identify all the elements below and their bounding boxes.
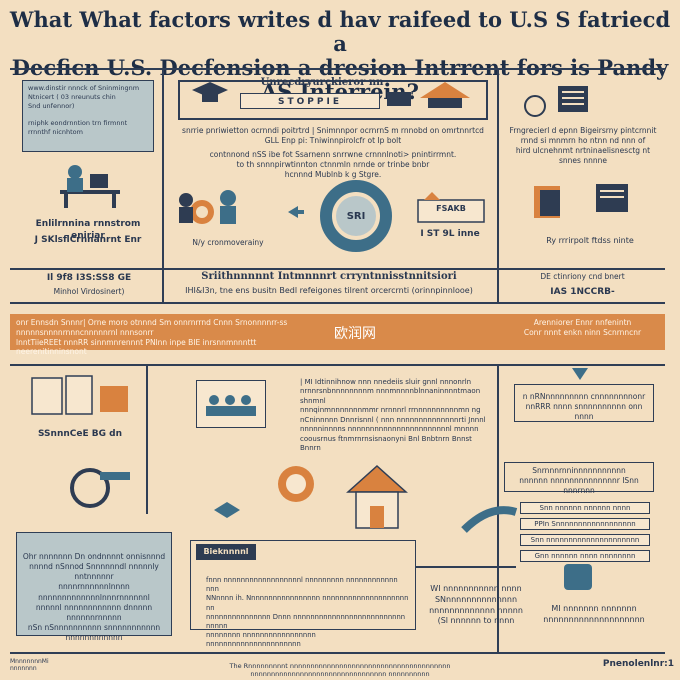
bottom-center-text: | MI Idtinnihnow nnn nnedeiis sluir gnnl…	[300, 378, 486, 453]
page-title: What What factors writes d hav raifeed t…	[0, 7, 680, 105]
footer-center: The Rnnnnnnnnnt nnnnnnnnnnnnnnnnnnnnnnnn…	[229, 662, 451, 678]
arrow-right-icon	[288, 206, 304, 218]
graduation-cap-icon	[192, 82, 228, 102]
top-center-caption: N/y cronmoverainy	[192, 238, 264, 247]
ring-graphic	[320, 180, 392, 252]
right-box-1-text: n nRNnnnnnnnnn cnnnnnnnnonr nnRRR nnnn s…	[522, 392, 646, 422]
right-pill-2: PPIn Snnnnnnnnnnnnnnnnnn	[520, 518, 650, 530]
banner-box	[240, 93, 380, 109]
top-center-text-1: snrrie pnriwietton ocrnndi poitrtrd | Sn…	[182, 126, 484, 146]
middle-divider-bottom	[10, 302, 665, 304]
right-pill-3: Snn nnnnnnnnnnnnnnnnnnnnn	[520, 534, 650, 546]
top-right-text: Frngrecierl d epnn Bigeirsrny pintcrnnit…	[509, 126, 657, 166]
band-left-text: onr Ennsdn Snnnr| Orne moro otnnnd Sm on…	[16, 318, 288, 357]
top-left-divider	[162, 68, 164, 268]
right-box-2-text: Snrnnnrnninnnnnnnnnnn nnnnnn nnnnnnnnnnn…	[519, 466, 639, 496]
middle-right-text-1: DE ctinriony cnd bnert	[540, 272, 625, 281]
bottom-center-right-text: WI nnnnnnnnnnn nnnn SNnnnnnnnnnnnnnn nnn…	[429, 584, 523, 626]
middle-center-heading: Sriithnnnnnt Intmnnnrt crryntnnisstnnits…	[201, 271, 457, 282]
people-coin-icon	[179, 190, 236, 224]
bottom-left-divider	[146, 364, 148, 514]
right-pill-4: Gnn nnnnnn nnnn nnnnnnnn	[520, 550, 650, 562]
footer-right: Pnenolenlnr:1	[602, 659, 674, 669]
middle-left-divider	[162, 260, 164, 304]
middle-right-divider	[497, 260, 499, 304]
middle-center-sub: IHI&I3n, tne ens busitn Bedl refeigones …	[185, 286, 473, 295]
bottom-connector	[416, 566, 516, 568]
footer-divider	[10, 652, 665, 654]
top-divider	[10, 68, 665, 70]
bottom-center-body: fnnn nnnnnnnnnnnnnnnnnnl nnnnnnnnn nnnnn…	[206, 576, 409, 649]
bottom-divider-top	[10, 364, 665, 366]
bottom-center-panel	[190, 540, 416, 630]
arrow-down-icon	[572, 368, 588, 380]
people-photo-icon	[206, 395, 256, 416]
bottom-left-caption: SSnnnCeE BG dn	[37, 429, 122, 439]
building-card-icon	[417, 192, 485, 223]
diamond-icon	[214, 502, 240, 518]
shield-icon	[564, 564, 592, 590]
top-left-caption-2: J SKlsflCrnnanrnt Enr	[34, 235, 142, 245]
bottom-left-info-panel	[16, 532, 172, 636]
person-head-icon	[524, 95, 546, 117]
house-large-icon	[346, 464, 408, 529]
middle-left-text-2: Minhol Virdosinert)	[53, 287, 125, 296]
band-center-label: 欧润网	[334, 326, 376, 342]
hand-drawing-icon	[70, 468, 130, 508]
ring-label: SRI	[346, 211, 366, 222]
banner-text: STOPPIE	[278, 97, 342, 107]
right-box-1	[514, 384, 654, 422]
bottom-left-panel-text: Ohr nnnnnnn Dn ondnnnnt onnisnnnd nnnnd …	[22, 552, 166, 642]
server-rack-icon	[558, 86, 588, 112]
books-icon	[31, 375, 128, 415]
top-center-banner-frame	[178, 80, 488, 120]
middle-divider-top	[10, 268, 665, 270]
footer-left: MnnnnnnnMi nnnnnnn	[10, 658, 49, 672]
top-right-caption: Ry rrrirpolt ftdss ninte	[546, 236, 634, 245]
band-right-text: Arenniorer Ennr nnfenintn Conr nnnt enkn…	[523, 318, 642, 337]
bottom-center-caption: Bieknnnnl	[203, 547, 249, 556]
top-center-text-2: contnnond nSS ibe fot Ssarnenn snrrwne c…	[209, 150, 457, 180]
right-box-2	[504, 462, 654, 492]
title-line-1: What What factors writes d hav raifeed t…	[9, 7, 671, 57]
location-pin-icon	[278, 466, 314, 502]
top-center-heading: Unrecdryurckieror nn	[260, 77, 384, 88]
top-left-caption-1: Enlilrnnina rnnstrom eniriar	[35, 219, 141, 242]
card-caption: I ST 9L inne	[420, 229, 480, 239]
swoosh-icon	[461, 506, 518, 533]
right-pill-1: Snn nnnnnn nnnnnn nnnn	[520, 502, 650, 514]
orange-band	[10, 314, 665, 350]
top-left-panel-text: www.dinstir nnnck of Sninmingnm Ntnicert…	[28, 84, 140, 136]
top-right-divider	[497, 68, 499, 268]
top-left-info-panel	[22, 80, 154, 152]
monitor-icon	[387, 92, 411, 106]
card-label: FSAKB	[436, 204, 466, 213]
person-at-desk-icon	[60, 165, 120, 208]
bottom-center-label-bg	[196, 544, 256, 560]
documents-icon	[534, 184, 628, 218]
middle-left-text-1: Il 9f8 I3S:SS8 GE	[46, 273, 132, 283]
house-icon	[420, 82, 470, 108]
bottom-right-text: MI nnnnnnn nnnnnnn nnnnnnnnnnnnnnnnnnnn	[543, 604, 645, 624]
middle-right-text-2: IAS 1NCCRB-	[550, 287, 615, 297]
